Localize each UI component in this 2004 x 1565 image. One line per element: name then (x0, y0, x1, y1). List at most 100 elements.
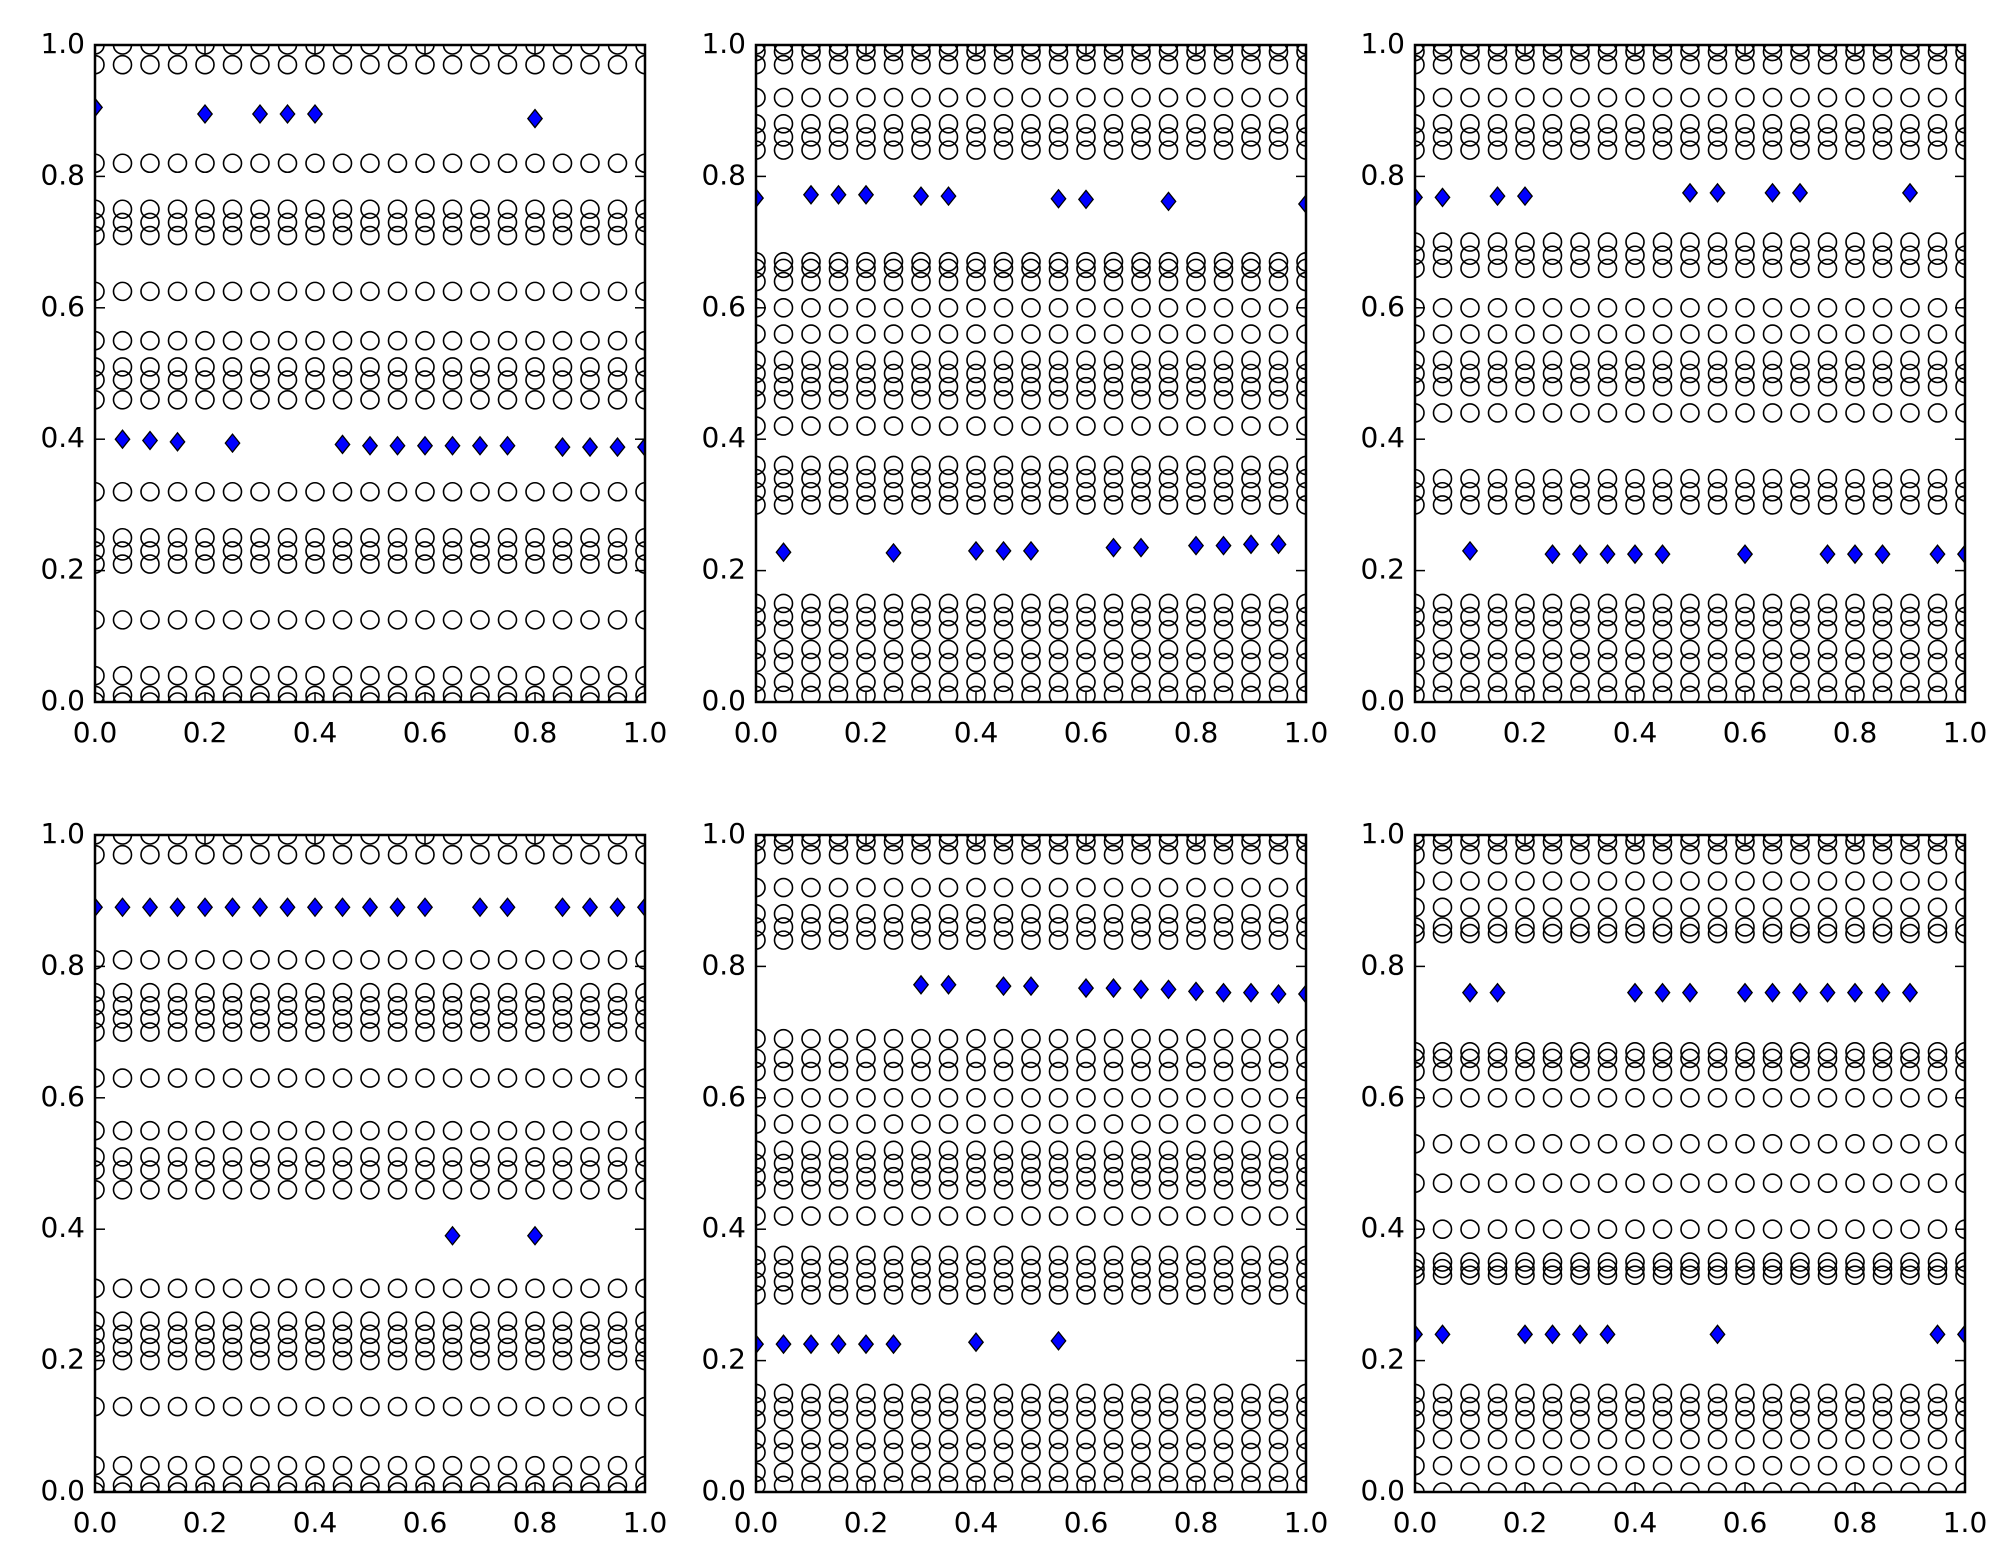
circle-marker (360, 54, 380, 75)
circle-marker (801, 672, 821, 693)
circle-marker (387, 610, 408, 630)
circle-marker (1241, 416, 1261, 436)
circle-marker (1625, 127, 1645, 147)
circle-marker (222, 1482, 243, 1492)
circle-marker (1735, 1258, 1755, 1279)
circle-marker (1735, 258, 1755, 279)
circle-marker (607, 685, 628, 702)
circle-marker (1487, 1061, 1508, 1082)
circle-marker (1652, 245, 1673, 266)
circle-marker (112, 844, 133, 865)
x-tick-label: 0.6 (403, 1506, 448, 1539)
circle-marker (1597, 403, 1618, 423)
circle-marker (1415, 1048, 1425, 1069)
circle-marker (1487, 140, 1508, 160)
circle-marker (1415, 639, 1425, 660)
y-tick-label: 0.6 (40, 1080, 85, 1113)
circle-marker (1296, 930, 1306, 950)
circle-marker (112, 692, 133, 702)
circle-marker (222, 1068, 243, 1088)
circle-marker (883, 455, 904, 476)
circle-marker (140, 225, 160, 246)
y-tick-label: 1.0 (1360, 27, 1405, 60)
circle-marker (497, 1068, 518, 1088)
circle-marker (222, 835, 243, 845)
circle-marker (442, 996, 463, 1016)
circle-marker (1460, 324, 1480, 344)
circle-marker (883, 87, 904, 108)
circle-marker (828, 1048, 849, 1069)
circle-marker (1680, 258, 1700, 279)
circle-marker (756, 593, 766, 614)
circle-marker (883, 468, 904, 489)
circle-marker (1900, 1048, 1920, 1069)
circle-marker (442, 281, 463, 302)
circle-marker (167, 610, 188, 630)
circle-marker (332, 541, 353, 561)
circle-marker (1487, 1219, 1508, 1239)
circle-marker (1515, 1429, 1535, 1450)
circle-marker (387, 1455, 408, 1476)
circle-marker (1817, 1455, 1838, 1476)
circle-marker (1213, 1396, 1234, 1417)
circle-marker (1076, 350, 1096, 371)
circle-marker (360, 389, 380, 410)
circle-marker (1625, 1042, 1645, 1062)
circle-marker (1213, 350, 1234, 371)
circle-marker (1680, 232, 1700, 252)
circle-marker (1415, 403, 1425, 423)
circle-marker (993, 1245, 1014, 1266)
circle-marker (1415, 685, 1425, 702)
circle-marker (1817, 363, 1838, 384)
circle-marker (167, 1350, 188, 1371)
circle-marker (1790, 140, 1810, 160)
circle-marker (1762, 1396, 1783, 1417)
circle-marker (112, 1120, 133, 1141)
x-tick-label: 0.0 (1393, 716, 1438, 749)
circle-marker (756, 1258, 766, 1279)
circle-marker (1021, 324, 1041, 344)
circle-marker (332, 153, 353, 174)
circle-marker (470, 45, 490, 55)
circle-marker (1460, 844, 1480, 865)
circle-marker (1817, 1396, 1838, 1417)
circle-marker (856, 54, 876, 75)
circle-marker (1817, 672, 1838, 693)
circle-marker (1817, 1048, 1838, 1069)
circle-marker (1241, 481, 1261, 502)
circle-marker (1652, 1219, 1673, 1239)
circle-marker (1652, 324, 1673, 344)
circle-marker (938, 45, 959, 62)
circle-marker (1515, 1173, 1535, 1194)
circle-marker (195, 370, 215, 390)
circle-marker (856, 1245, 876, 1266)
circle-marker (1872, 403, 1893, 423)
circle-marker (1021, 593, 1041, 614)
circle-marker (1927, 363, 1948, 384)
circle-marker (1460, 1061, 1480, 1082)
circle-marker (580, 45, 600, 55)
circle-marker (966, 481, 986, 502)
circle-marker (635, 1396, 645, 1417)
circle-marker (167, 357, 188, 377)
circle-marker (1158, 672, 1179, 693)
circle-marker (1652, 917, 1673, 937)
circle-marker (1762, 639, 1783, 660)
circle-marker (1680, 1252, 1700, 1272)
circle-marker (883, 350, 904, 371)
circle-marker (911, 45, 931, 62)
circle-marker (1213, 389, 1234, 410)
circle-marker (1817, 114, 1838, 134)
circle-marker (1790, 897, 1810, 918)
circle-marker (1515, 1455, 1535, 1476)
circle-marker (856, 917, 876, 937)
circle-marker (993, 127, 1014, 147)
circle-marker (993, 844, 1014, 865)
circle-marker (1597, 685, 1618, 702)
circle-marker (801, 1271, 821, 1292)
diamond-marker (499, 897, 516, 918)
x-tick-label: 0.8 (513, 716, 558, 749)
diamond-marker (554, 897, 571, 918)
circle-marker (1213, 1271, 1234, 1292)
circle-marker (552, 1482, 573, 1492)
